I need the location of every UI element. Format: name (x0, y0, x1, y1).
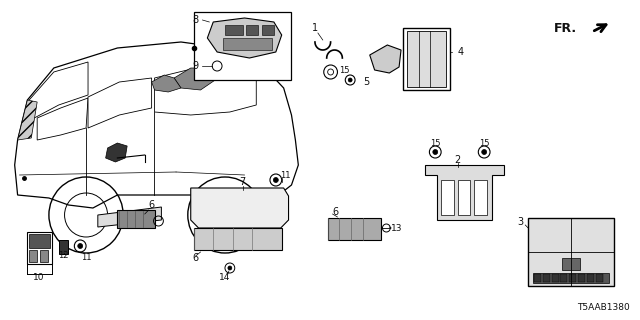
Bar (117, 210, 154, 228)
Text: 7: 7 (239, 177, 246, 187)
Polygon shape (207, 18, 282, 58)
Text: 11: 11 (81, 253, 92, 262)
Bar (569, 274, 576, 282)
Text: 13: 13 (391, 223, 403, 233)
Bar (59, 240, 68, 254)
Polygon shape (426, 165, 504, 220)
Polygon shape (191, 188, 289, 228)
Bar (328, 218, 381, 240)
Polygon shape (28, 62, 88, 118)
Bar (40, 250, 48, 262)
Bar (29, 234, 50, 248)
Text: T5AAB1380: T5AAB1380 (577, 303, 630, 313)
Text: 15: 15 (430, 139, 440, 148)
Bar (561, 274, 567, 282)
Polygon shape (174, 68, 215, 90)
Text: 6: 6 (148, 200, 155, 210)
Bar (246, 25, 258, 35)
Text: 12: 12 (58, 251, 69, 260)
Bar (225, 25, 243, 35)
Bar (552, 274, 559, 282)
Circle shape (273, 178, 278, 182)
Bar (474, 180, 487, 215)
Bar (194, 228, 282, 250)
Bar (528, 218, 614, 286)
Text: 1: 1 (312, 23, 318, 33)
Polygon shape (98, 207, 161, 227)
Circle shape (348, 78, 352, 82)
Text: 15: 15 (479, 139, 490, 148)
Polygon shape (18, 100, 37, 140)
Text: 10: 10 (33, 274, 45, 283)
Text: 8: 8 (193, 15, 198, 25)
Text: 11: 11 (280, 171, 291, 180)
Polygon shape (152, 75, 181, 92)
Text: FR.: FR. (554, 21, 577, 35)
Text: 5: 5 (363, 77, 369, 87)
Polygon shape (15, 42, 298, 208)
Circle shape (433, 149, 438, 155)
Bar (194, 12, 291, 80)
Bar (578, 274, 585, 282)
Text: 4: 4 (458, 47, 464, 57)
Bar (28, 232, 52, 264)
Bar (587, 274, 594, 282)
Polygon shape (370, 45, 401, 73)
Text: 9: 9 (193, 61, 198, 71)
Bar (458, 180, 470, 215)
Bar (533, 273, 609, 283)
Polygon shape (154, 68, 256, 115)
Text: 14: 14 (220, 274, 230, 283)
Text: 6: 6 (193, 253, 199, 263)
Polygon shape (37, 98, 88, 140)
Circle shape (482, 149, 486, 155)
Bar (223, 38, 272, 50)
Bar (534, 274, 541, 282)
Text: 3: 3 (517, 217, 524, 227)
Polygon shape (106, 143, 127, 162)
Bar (441, 180, 454, 215)
Bar (596, 274, 602, 282)
Bar (543, 274, 550, 282)
Bar (29, 250, 37, 262)
Polygon shape (88, 78, 152, 128)
Bar (563, 258, 580, 270)
Bar (403, 28, 450, 90)
Circle shape (78, 244, 83, 249)
Text: 2: 2 (454, 155, 461, 165)
Text: 6: 6 (333, 207, 339, 217)
Circle shape (228, 266, 232, 270)
Text: 15: 15 (339, 66, 349, 75)
Bar (407, 31, 446, 87)
Bar (262, 25, 274, 35)
